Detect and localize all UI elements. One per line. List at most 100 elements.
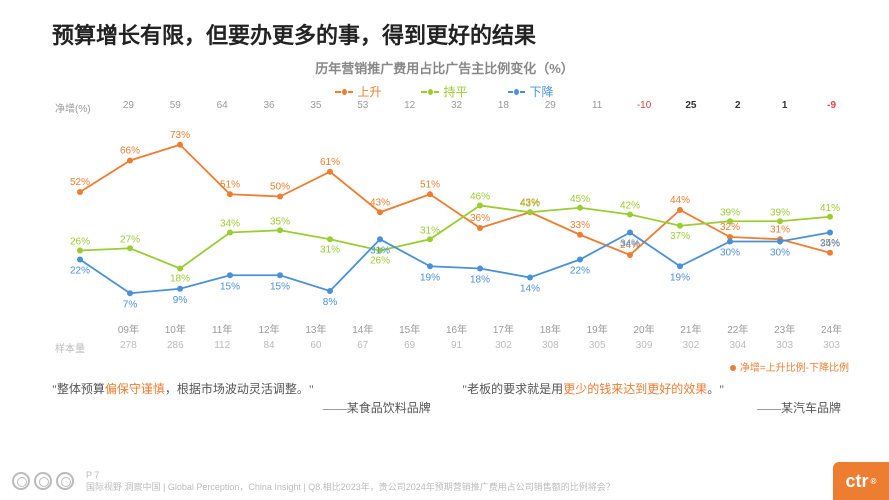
net-label: 净增(%) bbox=[55, 100, 105, 115]
svg-text:18%: 18% bbox=[170, 274, 190, 285]
sample-cell: 303 bbox=[808, 340, 855, 355]
svg-text:26%: 26% bbox=[370, 256, 390, 267]
page-title: 预算增长有限，但要办更多的事，得到更好的结果 bbox=[0, 0, 889, 50]
quotes-row: "整体预算偏保守谨慎，根据市场波动灵活调整。"——某食品饮料品牌 "老板的要求就是… bbox=[0, 374, 889, 416]
year-cell: 11年 bbox=[199, 321, 246, 336]
line-chart: 52%66%73%51%50%61%43%51%36%43%33%24%44%3… bbox=[55, 119, 855, 319]
sample-cell: 302 bbox=[480, 340, 527, 355]
svg-text:51%: 51% bbox=[220, 179, 240, 190]
svg-text:41%: 41% bbox=[820, 203, 840, 214]
net-cell: 2 bbox=[714, 100, 761, 115]
svg-text:30%: 30% bbox=[770, 248, 790, 259]
legend-item: 上升 bbox=[335, 83, 381, 100]
svg-text:18%: 18% bbox=[470, 275, 490, 286]
year-cell: 14年 bbox=[339, 321, 386, 336]
year-cell: 09年 bbox=[105, 321, 152, 336]
year-cell: 24年 bbox=[808, 321, 855, 336]
svg-text:31%: 31% bbox=[770, 224, 790, 235]
svg-text:26%: 26% bbox=[70, 237, 90, 248]
net-cell: -10 bbox=[621, 100, 668, 115]
svg-text:73%: 73% bbox=[170, 130, 190, 141]
year-cell: 17年 bbox=[480, 321, 527, 336]
sample-cell: 69 bbox=[386, 340, 433, 355]
svg-text:9%: 9% bbox=[173, 295, 188, 306]
svg-text:7%: 7% bbox=[123, 299, 138, 310]
legend-item: 下降 bbox=[508, 83, 554, 100]
net-cell: 29 bbox=[105, 100, 152, 115]
year-cell: 12年 bbox=[246, 321, 293, 336]
svg-text:50%: 50% bbox=[270, 182, 290, 193]
cert-badge-icon bbox=[34, 472, 52, 490]
year-cell: 16年 bbox=[433, 321, 480, 336]
svg-text:51%: 51% bbox=[420, 179, 440, 190]
year-cell: 18年 bbox=[527, 321, 574, 336]
svg-text:43%: 43% bbox=[520, 198, 540, 209]
net-cell: 1 bbox=[761, 100, 808, 115]
svg-text:22%: 22% bbox=[70, 266, 90, 277]
sample-cell: 67 bbox=[339, 340, 386, 355]
svg-text:44%: 44% bbox=[670, 195, 690, 206]
sample-cell: 84 bbox=[246, 340, 293, 355]
svg-text:33%: 33% bbox=[570, 220, 590, 231]
svg-text:66%: 66% bbox=[120, 146, 140, 157]
chart-legend: 上升持平下降 bbox=[0, 83, 889, 100]
sample-cell: 91 bbox=[433, 340, 480, 355]
svg-text:35%: 35% bbox=[270, 216, 290, 227]
net-cell: 18 bbox=[480, 100, 527, 115]
svg-text:34%: 34% bbox=[220, 219, 240, 230]
sample-cell: 286 bbox=[152, 340, 199, 355]
year-cell: 21年 bbox=[668, 321, 715, 336]
svg-text:14%: 14% bbox=[520, 284, 540, 295]
svg-text:19%: 19% bbox=[670, 272, 690, 283]
net-cell: 36 bbox=[246, 100, 293, 115]
net-cell: -9 bbox=[808, 100, 855, 115]
net-cell: 64 bbox=[199, 100, 246, 115]
svg-text:31%: 31% bbox=[370, 245, 390, 256]
net-cell: 35 bbox=[293, 100, 340, 115]
svg-text:30%: 30% bbox=[720, 248, 740, 259]
svg-text:34%: 34% bbox=[820, 239, 840, 250]
year-cell: 15年 bbox=[386, 321, 433, 336]
quote: "老板的要求就是用更少的钱来达到更好的效果。"——某汽车品牌 bbox=[462, 380, 841, 416]
sample-cell: 308 bbox=[527, 340, 574, 355]
year-cell: 23年 bbox=[761, 321, 808, 336]
svg-text:31%: 31% bbox=[420, 225, 440, 236]
sample-cell: 302 bbox=[668, 340, 715, 355]
net-cell: 25 bbox=[668, 100, 715, 115]
quote: "整体预算偏保守谨慎，根据市场波动灵活调整。"——某食品饮料品牌 bbox=[52, 380, 431, 416]
year-cell: 20年 bbox=[621, 321, 668, 336]
cert-badge-icon bbox=[12, 472, 30, 490]
net-note: 净增=上升比例-下降比例 bbox=[0, 359, 889, 374]
sample-label: 样本量 bbox=[55, 340, 105, 355]
svg-text:45%: 45% bbox=[570, 194, 590, 205]
svg-text:34%: 34% bbox=[620, 239, 640, 250]
svg-text:8%: 8% bbox=[323, 297, 338, 308]
svg-text:31%: 31% bbox=[320, 244, 340, 255]
net-cell: 29 bbox=[527, 100, 574, 115]
svg-text:42%: 42% bbox=[620, 201, 640, 212]
sample-row: 样本量 278286112846067699130230830530930230… bbox=[55, 340, 855, 355]
sample-cell: 303 bbox=[761, 340, 808, 355]
net-cell: 53 bbox=[339, 100, 386, 115]
sample-cell: 60 bbox=[293, 340, 340, 355]
ctr-logo: ctr® bbox=[833, 462, 889, 500]
svg-text:22%: 22% bbox=[570, 266, 590, 277]
svg-text:15%: 15% bbox=[270, 281, 290, 292]
chart-subtitle: 历年营销推广费用占比广告主比例变化（%） bbox=[0, 58, 889, 77]
svg-text:52%: 52% bbox=[70, 177, 90, 188]
footer-text: P 7 国际视野 洞察中国 | Global Perception，China … bbox=[86, 470, 615, 493]
year-cell: 19年 bbox=[574, 321, 621, 336]
sample-cell: 304 bbox=[714, 340, 761, 355]
year-cell: 22年 bbox=[714, 321, 761, 336]
net-cell: 11 bbox=[574, 100, 621, 115]
year-cell: 10年 bbox=[152, 321, 199, 336]
sample-cell: 112 bbox=[199, 340, 246, 355]
sample-cell: 309 bbox=[621, 340, 668, 355]
svg-text:19%: 19% bbox=[420, 272, 440, 283]
net-cell: 32 bbox=[433, 100, 480, 115]
svg-text:43%: 43% bbox=[370, 197, 390, 208]
net-cell: 12 bbox=[386, 100, 433, 115]
year-axis-row: 09年10年11年12年13年14年15年16年17年18年19年20年21年2… bbox=[55, 321, 855, 336]
svg-text:39%: 39% bbox=[720, 207, 740, 218]
svg-text:61%: 61% bbox=[320, 157, 340, 168]
